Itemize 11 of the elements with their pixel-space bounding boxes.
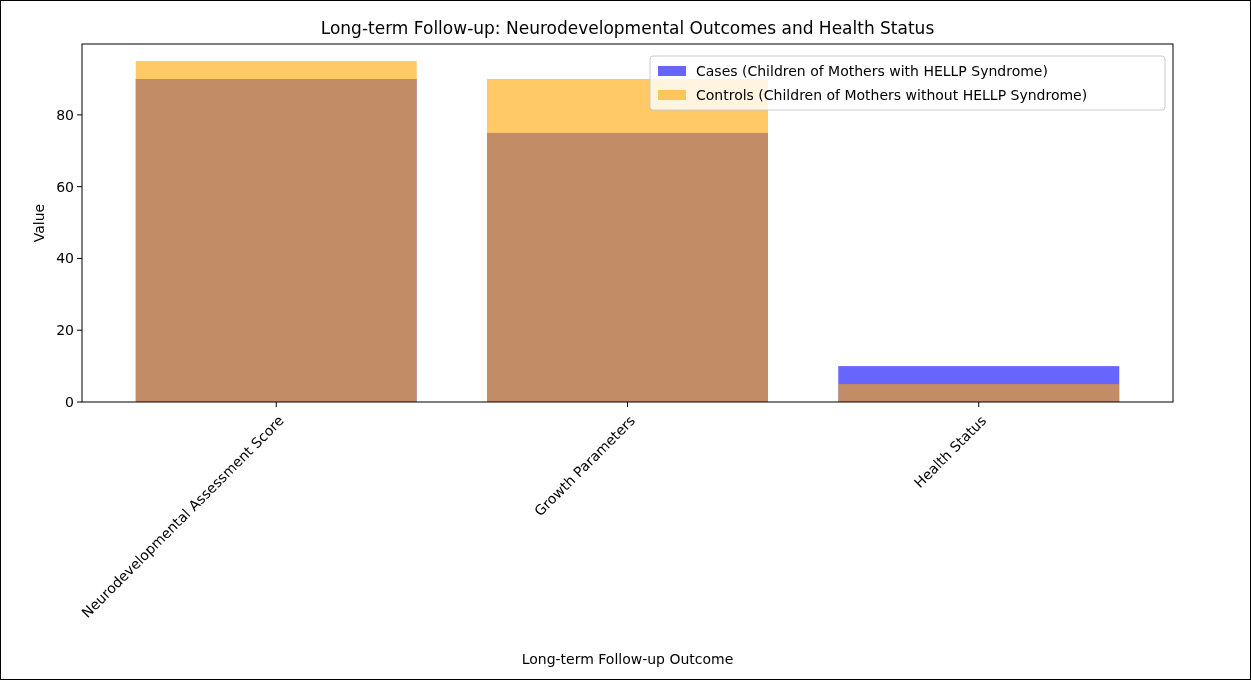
y-tick-label: 0 <box>65 393 74 410</box>
y-axis-title: Value <box>31 203 47 243</box>
y-tick-label: 40 <box>56 250 74 267</box>
chart-title: Long-term Follow-up: Neurodevelopmental Outcomes and Health Status <box>320 18 935 38</box>
x-axis-title: Long-term Follow-up Outcome <box>521 651 734 667</box>
legend-label: Controls (Children of Mothers without HELLP Syndrome) <box>696 86 1088 103</box>
legend-label: Cases (Children of Mothers with HELLP Syndrome) <box>696 62 1048 79</box>
y-tick-label: 60 <box>56 178 74 195</box>
y-tick-label: 80 <box>56 106 74 123</box>
bar <box>838 384 1120 402</box>
y-tick-label: 20 <box>56 322 74 339</box>
